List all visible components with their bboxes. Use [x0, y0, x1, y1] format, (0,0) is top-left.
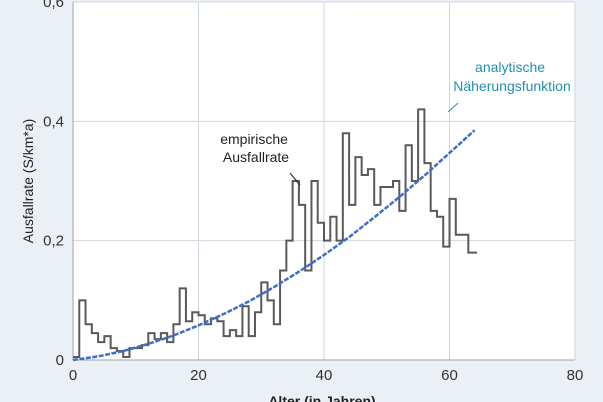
series-empirical-line — [73, 108, 478, 359]
x-axis-label: Alter (in Jahren) — [268, 393, 375, 402]
y-tick-label: 0,4 — [43, 113, 64, 130]
annotation-analytical-line1: analytische — [475, 59, 545, 75]
y-tick-label: 0 — [56, 352, 64, 369]
y-tick-label: 0,6 — [43, 0, 64, 11]
x-tick-label: 60 — [441, 367, 458, 384]
annotation-empirical-line2: Ausfallrate — [223, 149, 289, 165]
grid — [72, 1, 576, 361]
series-layer — [72, 108, 478, 362]
annotation-empirical: empirische Ausfallrate — [220, 131, 292, 165]
y-tick-label: 0,2 — [43, 233, 64, 250]
annotation-empirical-leader — [289, 172, 301, 186]
annotation-empirical-line1: empirische — [220, 131, 288, 147]
axis-ticks: 0 20 40 60 80 0 0,2 0,4 0,6 — [43, 0, 583, 384]
x-tick-label: 40 — [316, 367, 333, 384]
x-tick-label: 20 — [190, 367, 207, 384]
annotation-analytical-leader — [447, 102, 459, 113]
y-axis-label: Ausfallrate (S/km*a) — [20, 119, 36, 243]
annotation-analytical-line2: Näherungsfunktion — [453, 78, 571, 94]
x-tick-label: 0 — [69, 367, 77, 384]
annotation-analytical: analytische Näherungsfunktion — [453, 59, 571, 94]
x-tick-label: 80 — [567, 367, 584, 384]
